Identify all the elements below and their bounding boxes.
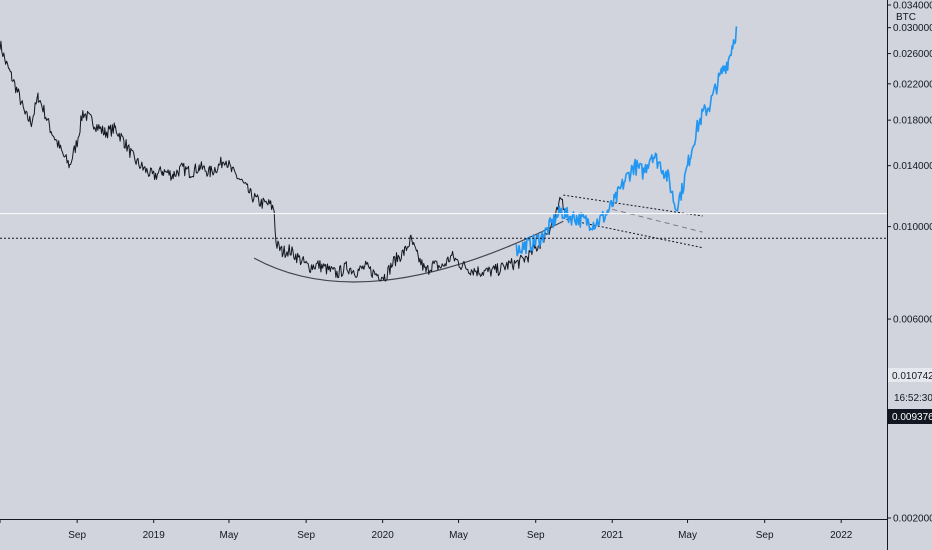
price-line-badge — [888, 368, 932, 382]
price-line-badge-label: 0.010742 — [892, 371, 932, 382]
price-line-layer — [0, 213, 887, 239]
channel-mid-line[interactable] — [612, 208, 703, 233]
price-axis-tick-label: 0.018000 — [893, 116, 932, 127]
time-axis-tick-label: Sep — [297, 530, 315, 541]
time-axis-tick-label: 2021 — [601, 530, 624, 541]
rounded-bottom-curve[interactable] — [253, 220, 564, 283]
time-axis[interactable]: aySep2019MaySep2020MaySep2021MaySep2022 — [0, 519, 853, 541]
countdown-badge — [888, 390, 932, 404]
time-axis-tick-label: May — [449, 530, 468, 541]
series-layer — [0, 26, 738, 282]
time-axis-tick-label: 2019 — [143, 530, 166, 541]
price-axis-tick-label: 0.014000 — [893, 161, 932, 172]
price-axis-tick-label: 0.030000 — [893, 23, 932, 34]
last-price-badge — [888, 409, 932, 424]
time-axis-tick-label: Sep — [68, 530, 86, 541]
price-axis-tick-label: 0.002000 — [893, 514, 932, 525]
time-axis-tick-label: Sep — [756, 530, 774, 541]
countdown-label: 16:52:30 — [894, 393, 932, 404]
time-axis-tick-label: 2020 — [372, 530, 395, 541]
channel-lower-line[interactable] — [566, 218, 703, 249]
last-price-label: 0.009376 — [892, 412, 932, 423]
price-axis-tick-label: 0.010000 — [893, 222, 932, 233]
time-axis-tick-label: Sep — [527, 530, 545, 541]
projection-series-line — [515, 26, 738, 257]
time-axis-tick-label: May — [220, 530, 239, 541]
price-axis-tick-label: 0.022000 — [893, 79, 932, 90]
historical-series-line — [0, 40, 566, 282]
price-axis-tick-label: 0.006000 — [893, 315, 932, 326]
price-axis-unit: BTC — [896, 12, 916, 23]
price-axis[interactable]: 0.002000 0.006000 0.010000 0.014000 0.018000… — [887, 1, 932, 525]
price-badges: 0.010742 16:52:30 0.009376 — [888, 368, 932, 424]
drawing-layer — [253, 194, 703, 283]
channel-upper-line[interactable] — [563, 194, 703, 217]
time-axis-tick-label: May — [678, 530, 697, 541]
price-axis-tick-label: 0.034000 — [893, 1, 932, 12]
price-axis-tick-label: 0.026000 — [893, 49, 932, 60]
time-axis-tick-label: 2022 — [830, 530, 853, 541]
